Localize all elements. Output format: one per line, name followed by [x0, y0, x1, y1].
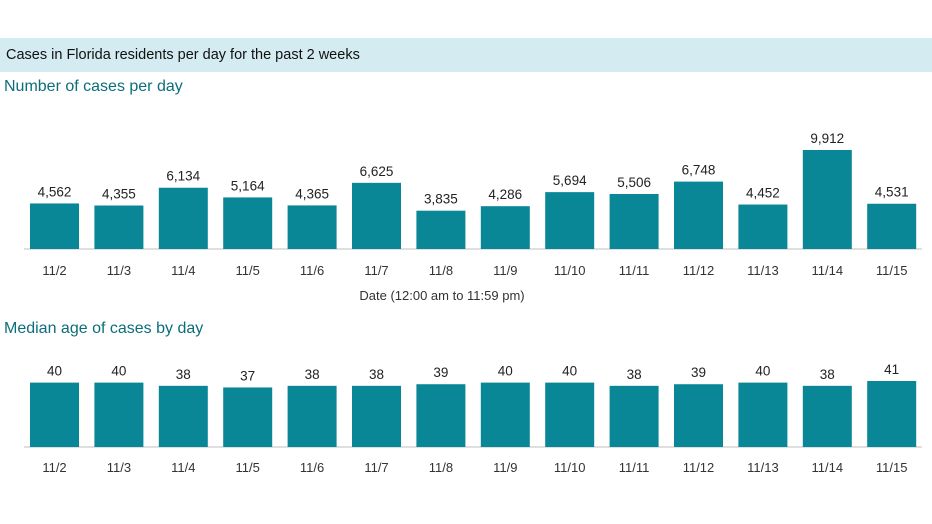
cases-value-label: 5,164: [231, 178, 265, 193]
cases-value-label: 4,286: [488, 187, 522, 202]
age-value-label: 39: [433, 365, 448, 380]
cases-tick-label: 11/6: [300, 263, 324, 278]
age-bar: [609, 385, 659, 447]
age-bar: [480, 382, 530, 447]
age-bar: [352, 385, 401, 447]
cases-bar: [287, 205, 337, 249]
age-bar: [94, 382, 144, 447]
age-tick-label: 11/14: [812, 460, 844, 475]
cases-bar: [94, 205, 144, 249]
age-bar: [545, 382, 595, 447]
age-tick-label: 11/12: [683, 460, 715, 475]
age-bar: [802, 385, 852, 447]
age-tick-label: 11/8: [429, 460, 453, 475]
cases-per-day-chart: 4,562 11/2 4,355 11/3 6,134 11/4 5,164 11/5 4,36…: [24, 131, 922, 278]
age-bar: [416, 384, 466, 447]
cases-value-label: 4,452: [746, 186, 780, 201]
age-tick-label: 11/11: [619, 460, 650, 475]
age-value-label: 38: [176, 367, 191, 382]
age-value-label: 40: [755, 364, 770, 379]
age-value-label: 37: [240, 368, 255, 383]
age-value-label: 38: [369, 367, 384, 382]
cases-bar: [158, 187, 208, 249]
cases-value-label: 6,625: [360, 164, 394, 179]
cases-chart-title: Number of cases per day: [4, 78, 183, 95]
age-bar: [738, 382, 788, 447]
cases-bar: [223, 197, 273, 249]
cases-bar: [738, 204, 788, 249]
age-tick-label: 11/4: [171, 460, 195, 475]
cases-bar: [867, 203, 917, 249]
cases-bar: [416, 210, 466, 249]
age-bar: [867, 381, 917, 447]
cases-value-label: 6,134: [166, 169, 200, 184]
cases-tick-label: 11/10: [554, 263, 586, 278]
age-tick-label: 11/6: [300, 460, 324, 475]
age-tick-label: 11/2: [42, 460, 66, 475]
cases-bar: [352, 182, 401, 249]
age-tick-label: 11/15: [876, 460, 908, 475]
age-chart-title: Median age of cases by day: [4, 320, 204, 337]
cases-tick-label: 11/13: [747, 263, 779, 278]
age-value-label: 40: [47, 364, 62, 379]
cases-value-label: 4,562: [38, 184, 72, 199]
cases-bar: [30, 203, 79, 249]
cases-tick-label: 11/4: [171, 263, 195, 278]
cases-value-label: 5,506: [617, 175, 651, 190]
cases-value-label: 3,835: [424, 192, 458, 207]
cases-tick-label: 11/15: [876, 263, 908, 278]
age-tick-label: 11/9: [493, 460, 517, 475]
cases-tick-label: 11/9: [493, 263, 517, 278]
median-age-chart: 40 11/2 40 11/3 38 11/4 37 11/5 38 11/6 38 11/7 39 11…: [24, 362, 922, 475]
cases-value-label: 9,912: [810, 131, 844, 146]
age-bar: [674, 384, 723, 447]
cases-value-label: 4,365: [295, 186, 329, 201]
cases-value-label: 4,531: [875, 185, 909, 200]
age-bar: [287, 385, 337, 447]
age-tick-label: 11/5: [236, 460, 260, 475]
cases-tick-label: 11/7: [364, 263, 388, 278]
cases-value-label: 4,355: [102, 187, 136, 202]
age-tick-label: 11/3: [107, 460, 131, 475]
cases-tick-label: 11/2: [42, 263, 66, 278]
cases-bar: [802, 150, 852, 249]
cases-tick-label: 11/12: [683, 263, 715, 278]
cases-tick-label: 11/14: [812, 263, 844, 278]
age-value-label: 40: [111, 364, 126, 379]
age-bar: [30, 382, 79, 447]
cases-bar: [545, 192, 595, 249]
chart-banner: Cases in Florida residents per day for t…: [0, 38, 932, 72]
age-value-label: 39: [691, 365, 706, 380]
age-value-label: 41: [884, 362, 899, 377]
cases-x-axis-label: Date (12:00 am to 11:59 pm): [359, 288, 525, 303]
banner-title: Cases in Florida residents per day for t…: [6, 47, 360, 63]
age-bar: [223, 387, 273, 447]
cases-tick-label: 11/8: [429, 263, 453, 278]
cases-value-label: 6,748: [682, 163, 716, 178]
age-value-label: 38: [820, 367, 835, 382]
cases-bar: [609, 194, 659, 249]
age-value-label: 40: [562, 364, 577, 379]
age-tick-label: 11/13: [747, 460, 779, 475]
age-value-label: 38: [627, 367, 642, 382]
cases-tick-label: 11/3: [107, 263, 131, 278]
age-tick-label: 11/7: [364, 460, 388, 475]
age-value-label: 40: [498, 364, 513, 379]
cases-bar: [674, 181, 723, 249]
age-tick-label: 11/10: [554, 460, 586, 475]
age-bar: [158, 385, 208, 447]
age-value-label: 38: [305, 367, 320, 382]
cases-value-label: 5,694: [553, 173, 587, 188]
cases-tick-label: 11/11: [619, 263, 650, 278]
cases-tick-label: 11/5: [236, 263, 260, 278]
cases-bar: [480, 206, 530, 249]
